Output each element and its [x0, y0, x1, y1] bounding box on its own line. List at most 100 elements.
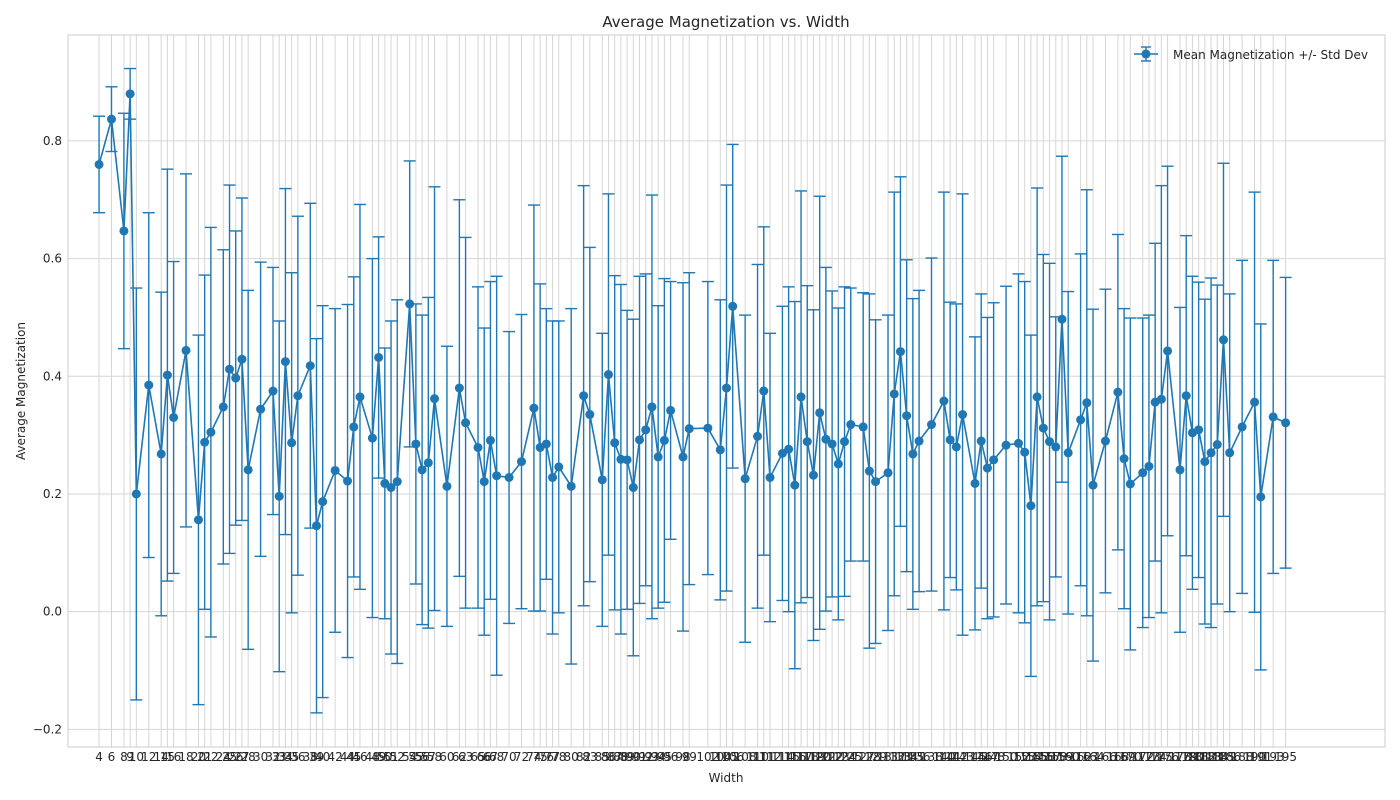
x-tick-label: 150 [995, 750, 1018, 764]
x-tick-label: 56 [414, 750, 429, 764]
x-tick-label: 154 [1019, 750, 1042, 764]
x-tick-label: 188 [1231, 750, 1254, 764]
data-point [1032, 392, 1042, 402]
data-point [635, 435, 645, 445]
x-tick-label: 27 [234, 750, 249, 764]
x-tick-label: 182 [1193, 750, 1216, 764]
data-point [833, 459, 843, 469]
data-point [485, 435, 495, 445]
x-tick-label: 48 [365, 750, 380, 764]
data-point [311, 521, 321, 531]
x-tick-label: 57 [421, 750, 436, 764]
data-point [1125, 479, 1135, 489]
x-tick-label: 72 [514, 750, 529, 764]
data-point [1200, 457, 1210, 467]
data-point [666, 405, 676, 415]
data-point [1088, 480, 1098, 490]
x-tick-label: 96 [663, 750, 678, 764]
x-tick-label: 155 [1026, 750, 1049, 764]
x-tick-label: 94 [651, 750, 666, 764]
x-tick-label: 136 [908, 750, 931, 764]
x-tick-label: 173 [1137, 750, 1160, 764]
x-tick-label: 191 [1249, 750, 1272, 764]
x-tick-label: 146 [970, 750, 993, 764]
x-tick-label: 129 [864, 750, 887, 764]
data-point [554, 462, 564, 472]
x-tick-label: 122 [821, 750, 844, 764]
data-point [1281, 418, 1291, 428]
data-point [765, 472, 775, 482]
data-points [94, 89, 1291, 531]
x-tick-label: 116 [783, 750, 806, 764]
data-point [200, 437, 210, 447]
x-tick-label: 92 [638, 750, 653, 764]
data-point [374, 352, 384, 362]
y-tick-label: 0.6 [43, 252, 62, 266]
x-tick-label: 66 [477, 750, 492, 764]
legend-label: Mean Magnetization +/- Std Dev [1173, 48, 1368, 62]
x-tick-label: 135 [901, 750, 924, 764]
data-point [144, 380, 154, 390]
data-point [417, 465, 427, 475]
x-tick-label: 159 [1051, 750, 1074, 764]
x-tick-label: 156 [1032, 750, 1055, 764]
x-tick-label: 77 [545, 750, 560, 764]
data-point [548, 472, 558, 482]
data-point [1026, 501, 1036, 511]
data-point [293, 391, 303, 401]
x-tick-label: 55 [408, 750, 423, 764]
x-tick-label: 120 [808, 750, 831, 764]
x-tick-label: 164 [1082, 750, 1105, 764]
x-tick-label: 115 [777, 750, 800, 764]
x-tick-label: 49 [371, 750, 386, 764]
plot-frame [67, 34, 1386, 748]
x-tick-label: 82 [576, 750, 591, 764]
x-tick-label: 6 [108, 750, 116, 764]
series-line [98, 93, 1286, 526]
data-point [976, 436, 986, 446]
data-point [1212, 440, 1222, 450]
x-tick-label: 45 [346, 750, 361, 764]
data-point [367, 433, 377, 443]
x-tick-label: 35 [284, 750, 299, 764]
x-tick-label: 117 [790, 750, 813, 764]
data-point [461, 418, 471, 428]
x-tick-label: 195 [1274, 750, 1297, 764]
data-point [939, 396, 949, 406]
y-axis-label: Average Magnetization [14, 322, 28, 460]
data-point [280, 357, 290, 367]
x-tick-label: 42 [327, 750, 342, 764]
data-point [1250, 397, 1260, 407]
x-tick-label: 111 [752, 750, 775, 764]
x-tick-label: 168 [1106, 750, 1129, 764]
x-tick-label: 157 [1038, 750, 1061, 764]
data-point [1001, 440, 1011, 450]
x-tick-label: 63 [458, 750, 473, 764]
legend: Mean Magnetization +/- Std Dev [1134, 46, 1368, 62]
x-tick-label: 158 [1044, 750, 1067, 764]
x-tick-label: 131 [877, 750, 900, 764]
x-tick-label: 142 [945, 750, 968, 764]
data-point [1206, 448, 1216, 458]
x-tick-label: 95 [657, 750, 672, 764]
data-point [1051, 442, 1061, 452]
data-point [927, 420, 937, 430]
x-tick-label: 15 [160, 750, 175, 764]
x-tick-label: 54 [402, 750, 417, 764]
x-tick-label: 12 [141, 750, 156, 764]
data-point [442, 481, 452, 491]
x-tick-label: 62 [452, 750, 467, 764]
data-point [392, 477, 402, 487]
data-point [473, 442, 483, 452]
x-tick-label: 106 [721, 750, 744, 764]
data-point [678, 452, 688, 462]
x-tick-label: 22 [203, 750, 218, 764]
data-point [1045, 437, 1055, 447]
data-point [982, 463, 992, 473]
x-tick-label: 24 [216, 750, 231, 764]
data-point [895, 347, 905, 357]
data-point [169, 412, 179, 422]
data-point [1063, 448, 1073, 458]
x-tick-label: 162 [1069, 750, 1092, 764]
